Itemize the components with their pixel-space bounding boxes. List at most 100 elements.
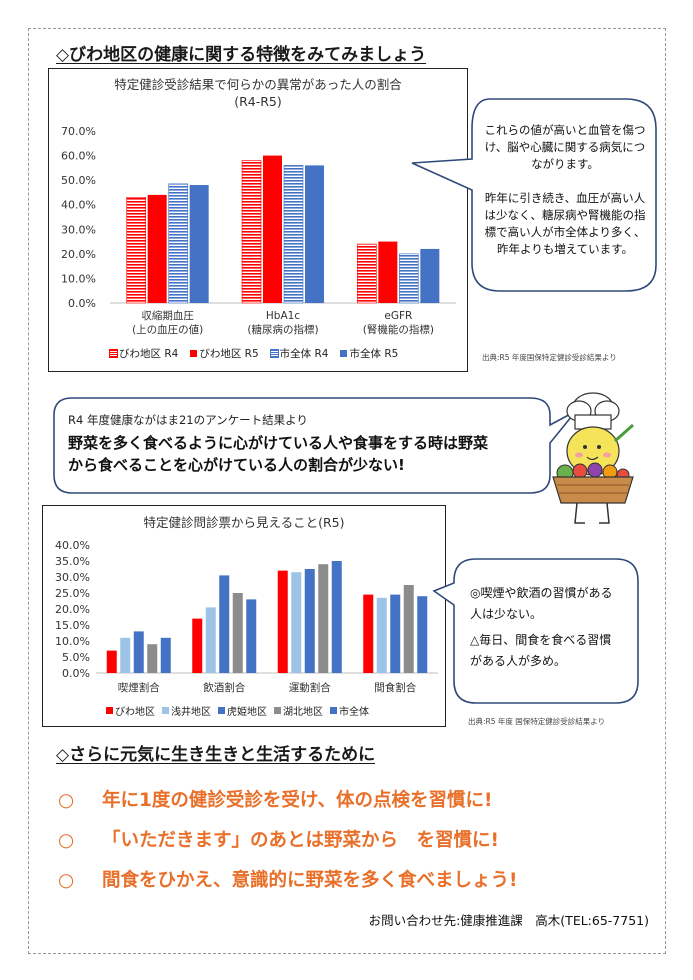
- chart2-ytick-label: 0.0%: [62, 667, 90, 680]
- legend-swatch: [106, 707, 113, 714]
- action-item-1: ○ 年に1度の健診受診を受け、体の点検を習慣に!: [58, 786, 492, 812]
- chart2-bar: [318, 564, 329, 673]
- chart1-category-label: HbA1c: [266, 310, 300, 322]
- action-text-1: 年に1度の健診受診を受け、体の点検を習慣に!: [102, 790, 493, 811]
- chart1-category-label: eGFR: [384, 310, 412, 322]
- chart2-bar: [376, 597, 387, 673]
- chart1-ytick-label: 70.0%: [61, 125, 96, 138]
- chart1-ytick-label: 30.0%: [61, 223, 96, 236]
- legend-label: 虎姫地区: [227, 707, 267, 718]
- legend-swatch: [330, 707, 337, 714]
- callout1-bubble: [411, 98, 657, 292]
- survey-bubble: [53, 397, 577, 494]
- chart1-legend-item: 市全体 R4: [269, 346, 329, 361]
- chart1-category-label: (腎機能の指標): [363, 323, 434, 336]
- chart2-bar: [291, 572, 302, 673]
- action-mark-2: ○: [58, 830, 75, 851]
- chart1-ytick-label: 20.0%: [61, 248, 96, 261]
- chart2-ytick-label: 30.0%: [55, 571, 90, 584]
- chef-vegetable-illustration: [552, 392, 634, 524]
- legend-swatch: [269, 349, 279, 358]
- legend-swatch: [162, 707, 169, 714]
- chart2-category-label: 運動割合: [289, 681, 331, 694]
- chart2-svg: 0.0% 5.0% 10.0% 15.0% 20.0% 25.0% 30.0% 35.0% 40…: [55, 539, 438, 694]
- section-title-healthy-living: ◇さらに元気に生き生きと生活するために: [56, 745, 376, 765]
- chart2-source: 出典:R5 年度 国保特定健診受診結果より: [468, 717, 606, 726]
- chart2-bar: [192, 618, 203, 673]
- chart1-legend-item: 市全体 R5: [340, 346, 398, 361]
- chart1-bar: [168, 183, 188, 304]
- chart2-ytick-label: 25.0%: [55, 587, 90, 600]
- chart1-title-line2: (R4-R5): [234, 94, 282, 109]
- chart2-legend-item: 市全体: [330, 703, 369, 718]
- chart2-legend-item: 浅井地区: [162, 703, 211, 718]
- chart2-category-label: 間食割合: [374, 681, 416, 694]
- legend-swatch: [340, 350, 348, 357]
- action-text-2: 「いただきます」のあとは野菜から を習慣に!: [102, 830, 499, 851]
- chart2-bar: [205, 607, 216, 673]
- chart2-bar: [417, 596, 428, 673]
- section-title-features: ◇びわ地区の健康に関する特徴をみてみましょう: [56, 45, 427, 65]
- chart1-ytick-label: 60.0%: [61, 150, 96, 163]
- callout2-bubble: [432, 558, 639, 704]
- chart2-ytick-label: 15.0%: [55, 619, 90, 632]
- chart1-title-line1: 特定健診受診結果で何らかの異常があった人の割合: [114, 77, 402, 92]
- legend-label: びわ地区 R4: [119, 348, 179, 360]
- chart1-bar: [378, 241, 398, 303]
- chart2-ytick-label: 5.0%: [62, 651, 90, 664]
- chart2-bar: [232, 593, 243, 673]
- chart1-bar: [126, 197, 146, 304]
- chart2-category-label: 飲酒割合: [203, 681, 245, 694]
- action-mark-1: ○: [58, 790, 75, 811]
- chart2-bar: [304, 569, 315, 673]
- chart1-bar: [189, 185, 209, 303]
- chart2-bar: [403, 585, 414, 673]
- legend-label: 浅井地区: [171, 707, 211, 718]
- chart1-ytick-label: 50.0%: [61, 174, 96, 187]
- chart1-ytick-label: 40.0%: [61, 199, 96, 212]
- legend-label: 市全体: [339, 707, 369, 718]
- contact-info: お問い合わせ先:健康推進課 高木(TEL:65-7751): [368, 913, 649, 928]
- chart1-legend: びわ地区 R4 びわ地区 R5 市全体 R4 市全体 R5: [109, 346, 398, 361]
- chart2-bar: [106, 650, 117, 673]
- chart2-bar: [147, 644, 158, 673]
- chart2-bar: [160, 637, 171, 673]
- chart1-category-label: (上の血圧の値): [132, 323, 203, 336]
- chart2-legend-item: びわ地区: [106, 703, 155, 718]
- chart1-bar: [305, 165, 324, 303]
- legend-swatch: [190, 350, 198, 357]
- chart1-bar: [420, 248, 440, 303]
- legend-label: 市全体 R4: [279, 348, 329, 360]
- chart1-svg: 0.0% 10.0% 20.0% 30.0% 40.0% 50.0% 60.0% 70.0% 収…: [61, 125, 456, 336]
- action-item-3: ○ 間食をひかえ、意識的に野菜を多く食べましょう!: [58, 866, 517, 892]
- chart1-legend-item: びわ地区 R5: [190, 346, 259, 361]
- chart2-ytick-label: 10.0%: [55, 635, 90, 648]
- legend-label: びわ地区: [115, 707, 155, 718]
- callout1-text2: 昨年に引き続き、血圧が高い人は少なく、糖尿病や腎機能の指標で高い人が市全体より多…: [484, 191, 646, 256]
- chart2-legend-item: 虎姫地区: [218, 703, 267, 718]
- chart2-bar: [331, 561, 342, 673]
- chart1-category-label: 収縮期血圧: [141, 309, 194, 322]
- chart1-source: 出典:R5 年度国保特定健診受診結果より: [482, 353, 617, 362]
- chart1-bar: [357, 243, 377, 304]
- chart2-bar: [246, 599, 257, 673]
- chart2-legend: びわ地区 浅井地区 虎姫地区 湖北地区 市全体: [106, 703, 369, 718]
- chart2-bar: [133, 631, 144, 673]
- callout2-text1: ◎喫煙や飲酒の習慣がある人は少ない。: [470, 586, 613, 621]
- chart1-bar: [283, 165, 304, 304]
- chart2-ytick-label: 20.0%: [55, 603, 90, 616]
- survey-subtitle: R4 年度健康ながはま21のアンケート結果より: [68, 413, 308, 427]
- chart2-bar: [390, 594, 401, 673]
- chart2-ytick-label: 40.0%: [55, 539, 90, 552]
- chart1-bar: [263, 155, 282, 303]
- legend-label: 湖北地区: [283, 707, 323, 718]
- chart2-bar: [219, 575, 230, 673]
- chart2-legend-item: 湖北地区: [274, 703, 323, 718]
- legend-label: びわ地区 R5: [199, 348, 259, 360]
- action-mark-3: ○: [58, 870, 75, 891]
- legend-label: 市全体 R5: [349, 348, 399, 360]
- chart2-category-label: 喫煙割合: [118, 681, 160, 694]
- chart1-bar: [399, 253, 419, 304]
- legend-swatch: [109, 349, 118, 358]
- chart1-legend-item: びわ地区 R4: [109, 346, 179, 361]
